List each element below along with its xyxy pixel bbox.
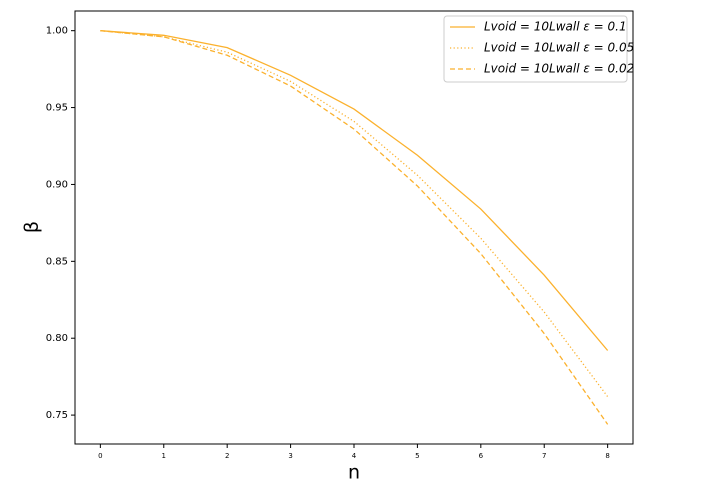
x-tick-label: 7 <box>542 452 546 460</box>
y-axis-label: β <box>21 221 43 233</box>
x-tick-label: 8 <box>605 452 609 460</box>
x-axis-label: n <box>348 462 360 484</box>
x-tick-label: 0 <box>98 452 102 460</box>
x-tick-label: 2 <box>225 452 229 460</box>
series-line <box>100 30 609 351</box>
series-line <box>100 30 609 425</box>
legend-label: Lvoid = 10Lwall ε = 0.1 <box>484 20 627 34</box>
x-tick-label: 4 <box>352 452 357 460</box>
y-tick-label: 0.80 <box>46 333 68 344</box>
series-line <box>100 30 609 398</box>
y-tick-label: 0.85 <box>46 256 68 267</box>
legend-label: Lvoid = 10Lwall ε = 0.05 <box>484 41 634 55</box>
legend-label: Lvoid = 10Lwall ε = 0.02 <box>484 62 634 76</box>
x-tick-label: 5 <box>415 452 419 460</box>
x-tick-label: 3 <box>288 452 292 460</box>
y-tick-label: 0.90 <box>46 179 68 190</box>
y-tick-label: 0.75 <box>46 410 68 421</box>
x-tick-label: 6 <box>479 452 484 460</box>
y-tick-label: 1.00 <box>46 26 68 37</box>
x-tick-label: 1 <box>162 452 166 460</box>
y-tick-label: 0.95 <box>46 103 68 114</box>
legend-box <box>443 15 628 83</box>
